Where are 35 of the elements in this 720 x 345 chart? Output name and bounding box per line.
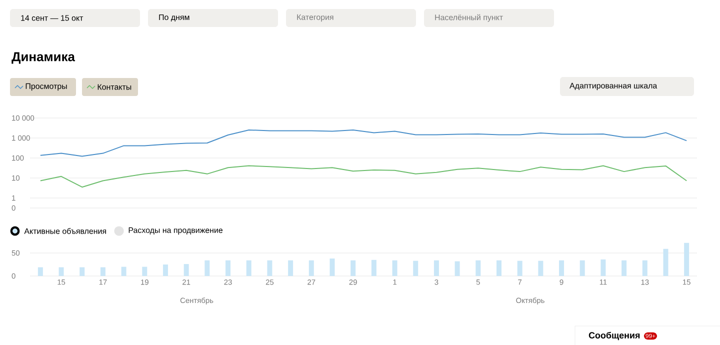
bar	[121, 266, 126, 276]
bar	[100, 267, 106, 276]
bar	[162, 264, 168, 276]
bar	[413, 260, 418, 276]
bar	[538, 260, 544, 276]
bar	[246, 260, 252, 276]
bar	[38, 267, 43, 276]
chart-title: Динамика	[12, 52, 76, 64]
bar	[476, 260, 481, 276]
bar	[622, 260, 627, 276]
bar	[226, 260, 231, 276]
bar	[142, 266, 148, 276]
bar	[434, 260, 439, 276]
bar	[288, 260, 294, 276]
bar	[80, 267, 85, 276]
bar	[308, 260, 314, 276]
bar	[517, 260, 522, 276]
bar	[330, 258, 335, 276]
bar	[58, 267, 64, 276]
bar	[642, 260, 648, 276]
bar	[392, 260, 398, 276]
bar	[267, 260, 272, 276]
bar	[580, 260, 585, 276]
bar	[663, 248, 668, 276]
bar	[559, 260, 564, 276]
bar	[350, 260, 356, 276]
bar	[204, 260, 210, 276]
bar	[371, 260, 376, 276]
bar	[184, 264, 189, 276]
text: Сообщения	[588, 332, 640, 340]
bar	[454, 261, 460, 276]
line-series	[40, 165, 688, 188]
bar	[496, 260, 502, 276]
bar	[684, 242, 690, 276]
bar	[600, 259, 606, 276]
